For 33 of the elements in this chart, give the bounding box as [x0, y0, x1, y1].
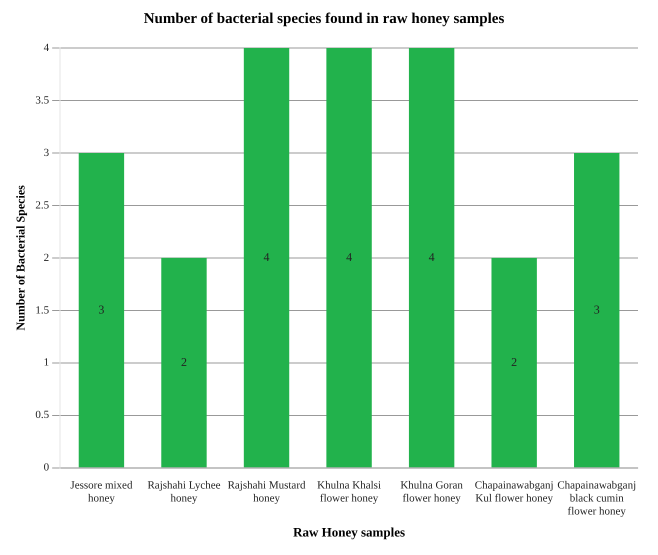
data-label: 4 — [264, 250, 270, 264]
y-tick-label: 3 — [44, 146, 50, 159]
y-tick-label: 2.5 — [35, 199, 50, 212]
bar — [491, 258, 537, 468]
x-tick-label: Chapainawabganj Kul flower honey — [474, 479, 554, 504]
bar — [78, 152, 124, 468]
data-label: 2 — [511, 354, 518, 369]
x-tick-label: Rajshahi Mustard honey — [228, 479, 306, 504]
y-tick-label: 1 — [44, 356, 50, 369]
x-axis-title: Raw Honey samples — [293, 524, 406, 540]
data-label: 2 — [180, 354, 187, 369]
data-label: 4 — [346, 250, 352, 264]
data-label: 3 — [594, 302, 600, 316]
y-tick-label: 2 — [44, 252, 50, 264]
y-tick-label: 4 — [44, 42, 50, 54]
bar — [244, 48, 290, 468]
x-tick-label: Khulna Khalsi flower honey — [317, 479, 382, 504]
chart-title: Number of bacterial species found in raw honey samples — [144, 10, 504, 27]
data-label: 3 — [98, 302, 104, 316]
bar — [161, 258, 207, 468]
x-tick-label: Chapainawabganj black cumin flower honey — [557, 479, 636, 518]
bar — [574, 152, 620, 468]
y-tick-label: 0.5 — [35, 409, 50, 422]
y-tick-label: 0 — [44, 462, 50, 474]
bar — [326, 48, 372, 468]
y-axis-title: Number of Bacterial Species — [13, 184, 28, 331]
x-tick-label: Rajshahi Lychee honey — [147, 479, 221, 504]
y-tick-label: 1.5 — [35, 304, 50, 316]
y-tick-label: 3.5 — [35, 94, 50, 106]
bar — [408, 48, 454, 468]
data-label: 4 — [428, 250, 435, 264]
x-tick-label: Jessore mixed honey — [70, 479, 133, 504]
x-tick-label: Khulna Goran flower honey — [400, 479, 464, 504]
